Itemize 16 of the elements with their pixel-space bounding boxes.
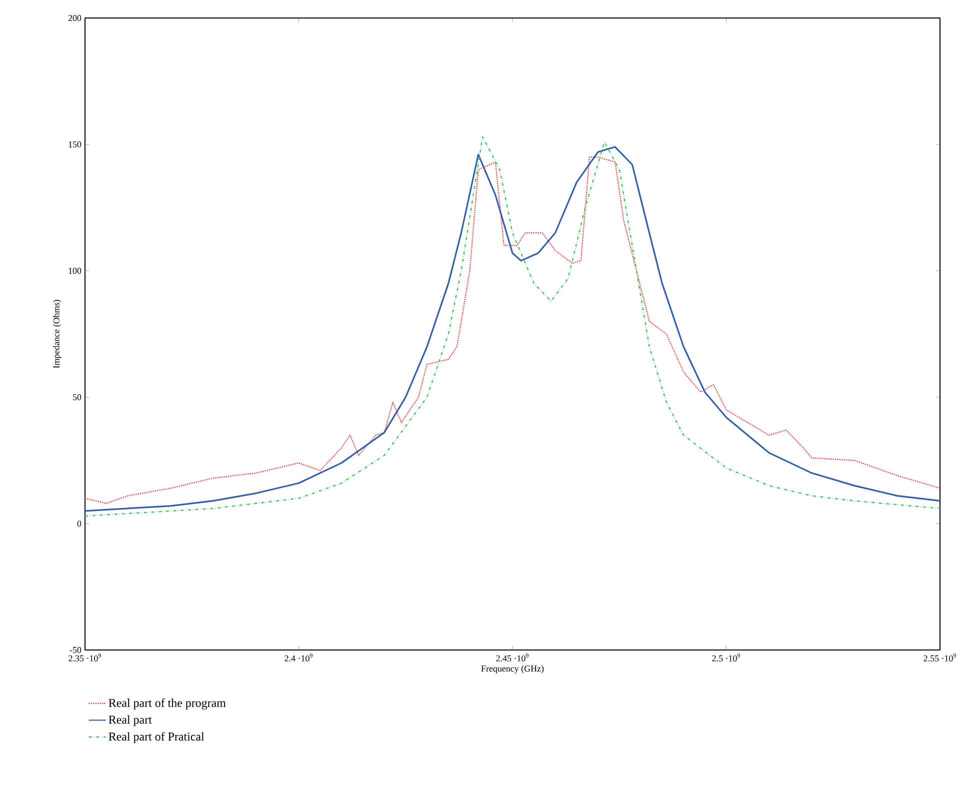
y-tick-label: -50: [70, 646, 82, 654]
y-tick-label: 50: [73, 394, 82, 400]
x-tick-label: 2.45 ·10$^{9}$: [496, 654, 528, 662]
x-axis-title: Frequency (GHz): [481, 665, 544, 674]
legend-label: Real part of Pratical: [108, 732, 204, 744]
y-tick-label: 150: [68, 141, 82, 148]
x-tick-label: 2.4 ·10$^{9}$: [284, 654, 312, 662]
y-tick-label: 200: [68, 14, 82, 22]
x-tick-label: 2.5 ·10$^{9}$: [712, 654, 740, 662]
y-tick-label: 0: [77, 520, 82, 527]
legend-label: Real part of the program: [108, 698, 226, 710]
legend-label: Real part: [108, 715, 152, 726]
x-tick-label: 2.55 ·10$^{9}$: [924, 654, 956, 662]
y-axis-title: Impedance (Ohms): [53, 300, 62, 368]
x-tick-label: 2.35 ·10$^{9}$: [68, 654, 101, 662]
y-tick-label: 100: [68, 268, 82, 274]
